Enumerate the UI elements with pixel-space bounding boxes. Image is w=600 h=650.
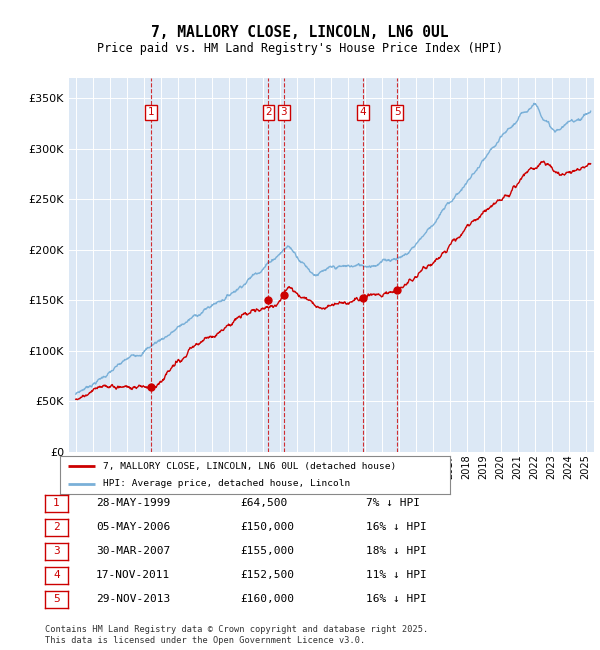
Text: 3: 3 bbox=[53, 546, 60, 556]
Text: 2: 2 bbox=[265, 107, 272, 118]
Text: 3: 3 bbox=[280, 107, 287, 118]
Text: 16% ↓ HPI: 16% ↓ HPI bbox=[366, 594, 427, 604]
Text: £152,500: £152,500 bbox=[240, 570, 294, 580]
Text: 30-MAR-2007: 30-MAR-2007 bbox=[96, 546, 170, 556]
Text: 7, MALLORY CLOSE, LINCOLN, LN6 0UL: 7, MALLORY CLOSE, LINCOLN, LN6 0UL bbox=[151, 25, 449, 40]
Text: £160,000: £160,000 bbox=[240, 594, 294, 604]
Text: 4: 4 bbox=[359, 107, 366, 118]
Text: 17-NOV-2011: 17-NOV-2011 bbox=[96, 570, 170, 580]
Text: 1: 1 bbox=[53, 498, 60, 508]
Text: 4: 4 bbox=[53, 570, 60, 580]
Text: 2: 2 bbox=[53, 522, 60, 532]
Text: 7% ↓ HPI: 7% ↓ HPI bbox=[366, 498, 420, 508]
Text: 1: 1 bbox=[148, 107, 154, 118]
Text: 16% ↓ HPI: 16% ↓ HPI bbox=[366, 522, 427, 532]
Text: 5: 5 bbox=[53, 594, 60, 604]
Text: 05-MAY-2006: 05-MAY-2006 bbox=[96, 522, 170, 532]
Text: 29-NOV-2013: 29-NOV-2013 bbox=[96, 594, 170, 604]
Text: £155,000: £155,000 bbox=[240, 546, 294, 556]
Text: 28-MAY-1999: 28-MAY-1999 bbox=[96, 498, 170, 508]
Text: Contains HM Land Registry data © Crown copyright and database right 2025.
This d: Contains HM Land Registry data © Crown c… bbox=[45, 625, 428, 645]
Text: 5: 5 bbox=[394, 107, 400, 118]
Text: HPI: Average price, detached house, Lincoln: HPI: Average price, detached house, Linc… bbox=[103, 479, 350, 488]
Text: £64,500: £64,500 bbox=[240, 498, 287, 508]
Text: 11% ↓ HPI: 11% ↓ HPI bbox=[366, 570, 427, 580]
Text: 7, MALLORY CLOSE, LINCOLN, LN6 0UL (detached house): 7, MALLORY CLOSE, LINCOLN, LN6 0UL (deta… bbox=[103, 462, 396, 471]
Text: 18% ↓ HPI: 18% ↓ HPI bbox=[366, 546, 427, 556]
Text: Price paid vs. HM Land Registry's House Price Index (HPI): Price paid vs. HM Land Registry's House … bbox=[97, 42, 503, 55]
Text: £150,000: £150,000 bbox=[240, 522, 294, 532]
